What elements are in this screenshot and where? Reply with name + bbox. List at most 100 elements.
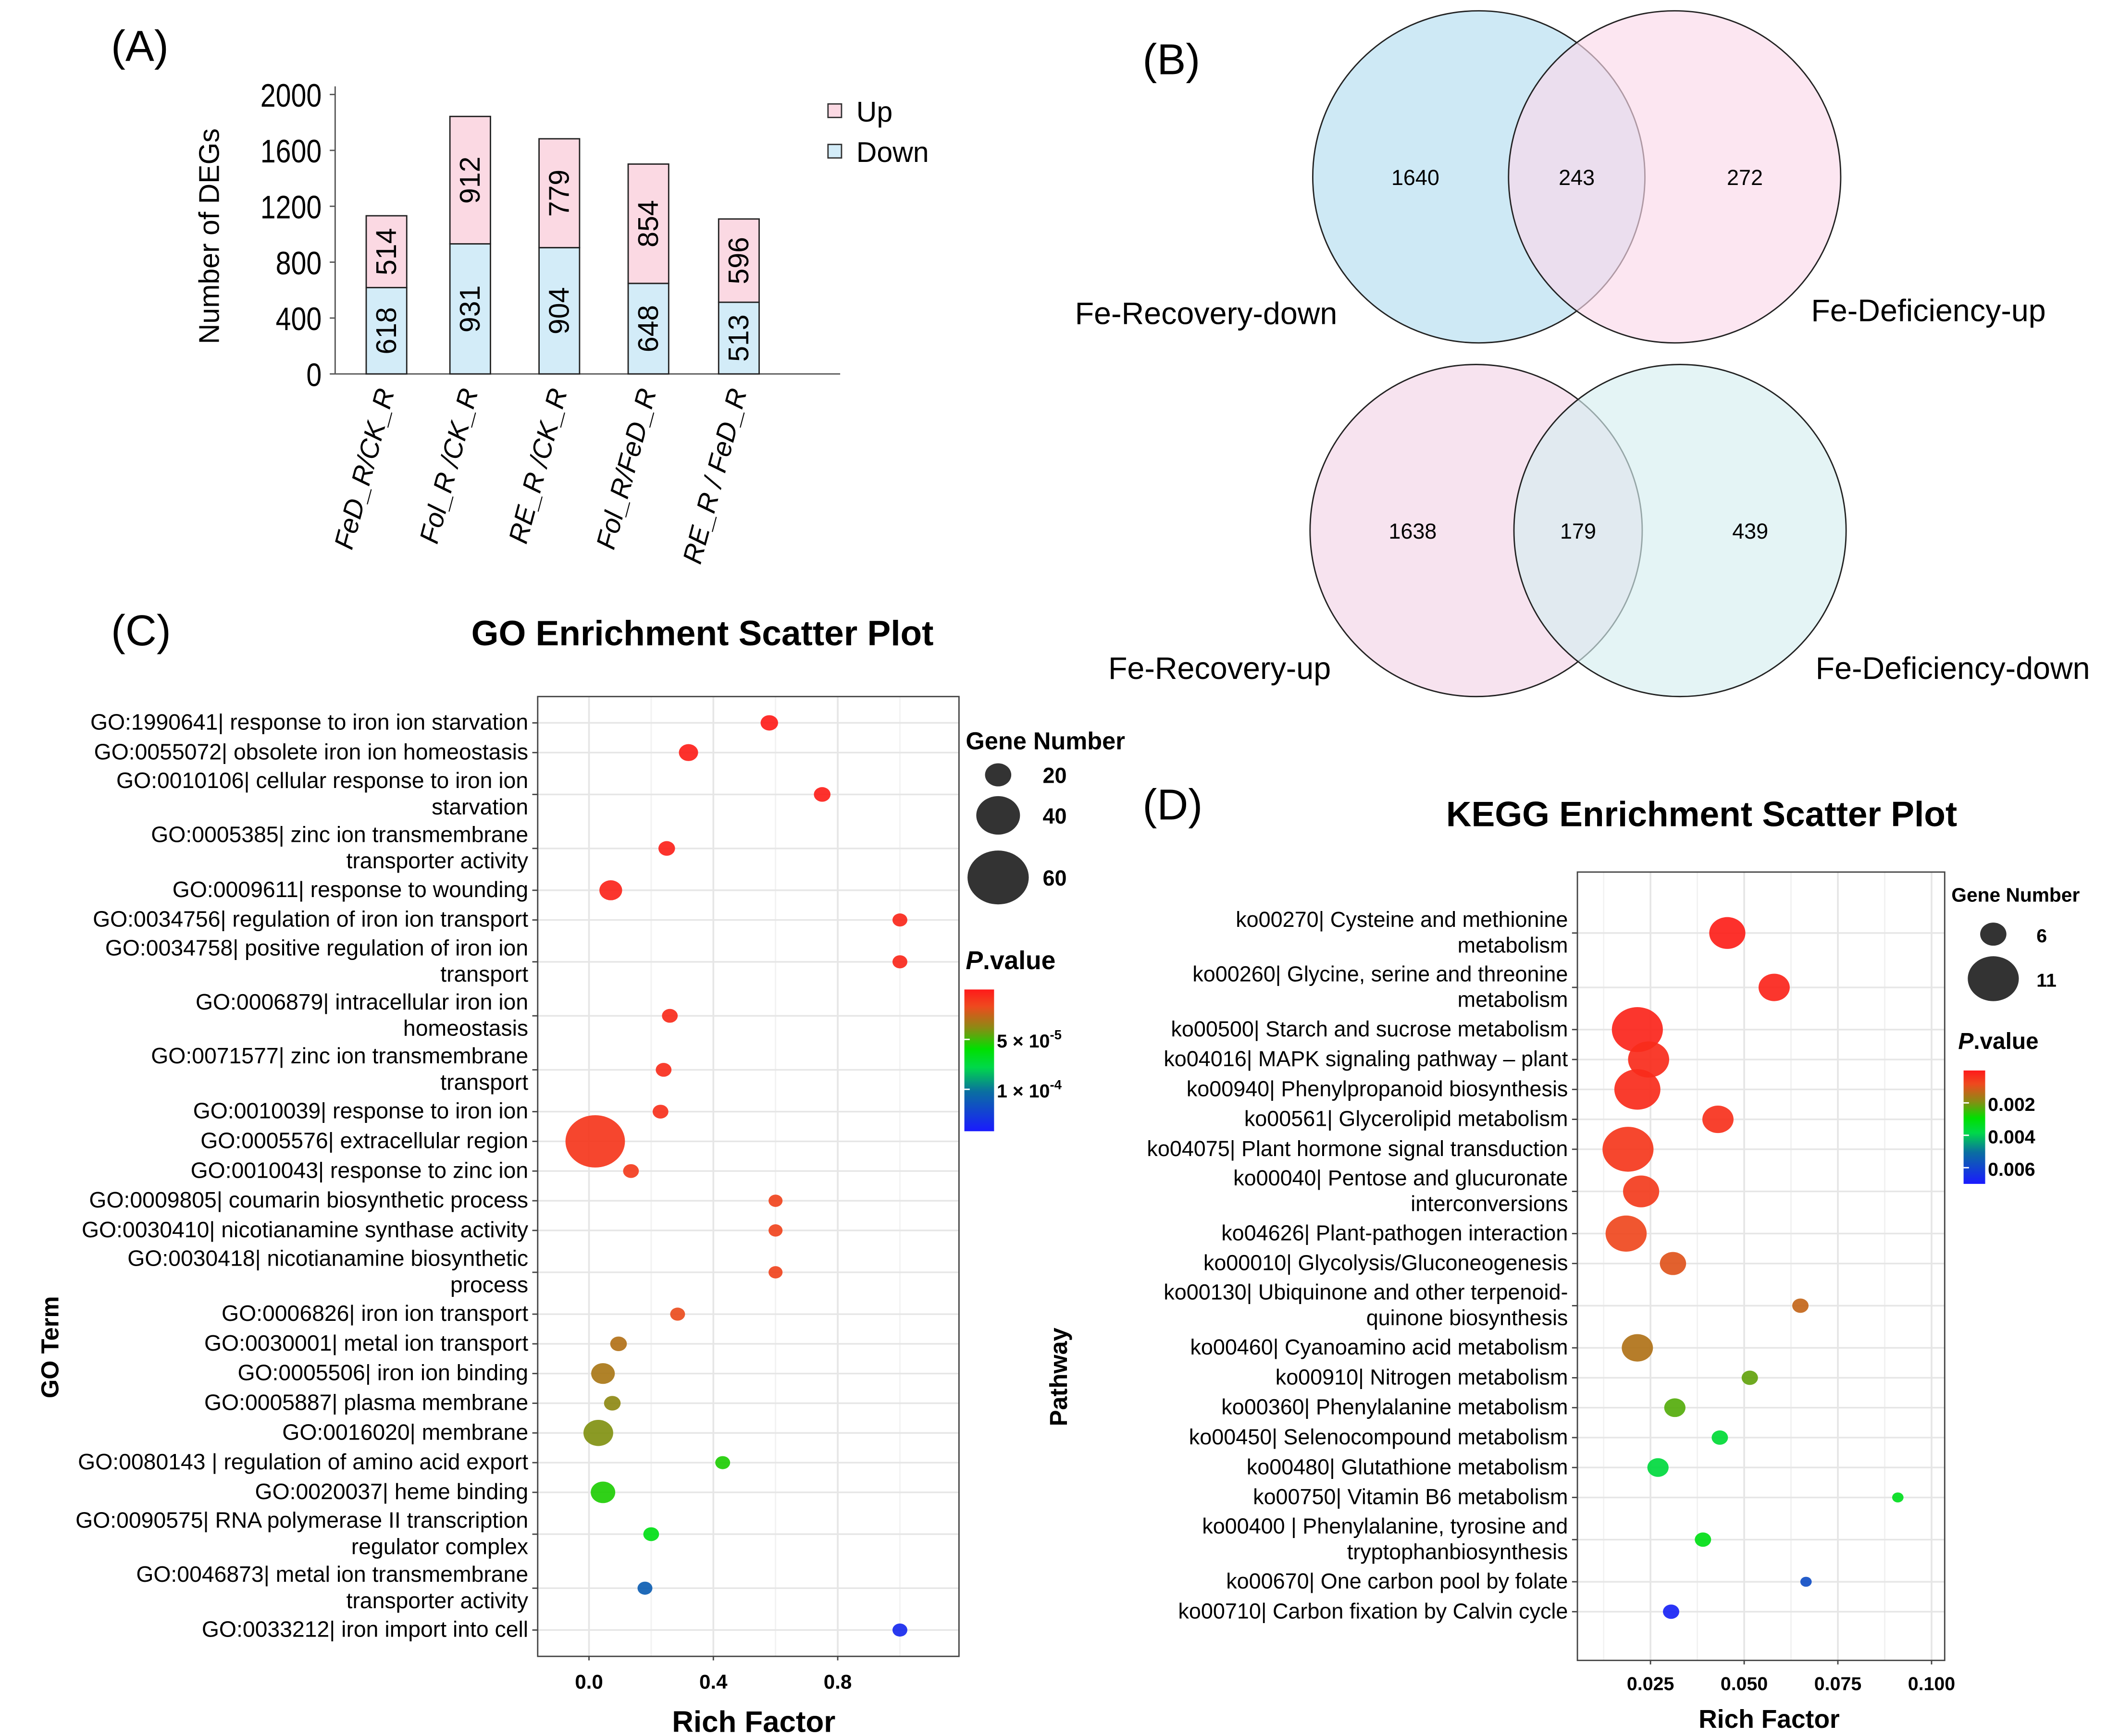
size-legend-key xyxy=(985,763,1012,787)
y-tick-label: ko00500| Starch and sucrose metabolism xyxy=(1171,1017,1568,1041)
venn-circle-right xyxy=(1513,364,1847,698)
y-tick-label: ko00750| Vitamin B6 metabolism xyxy=(1253,1485,1568,1509)
color-legend-title-p: P xyxy=(1958,1029,1973,1054)
data-point xyxy=(1622,1334,1653,1362)
data-point xyxy=(715,1456,731,1469)
venn-count-right-only: 272 xyxy=(1727,165,1763,190)
data-point xyxy=(583,1420,613,1446)
y-tick-label: transporter activity xyxy=(347,1588,529,1613)
y-tick-label: tryptophanbiosynthesis xyxy=(1347,1539,1568,1564)
data-point xyxy=(1614,1069,1661,1110)
color-bar-label: 0.004 xyxy=(1988,1127,2035,1148)
go-scatter-plot: GO Enrichment Scatter Plot 0.0 0.4 0.8 Rich … xyxy=(36,614,1125,1736)
y-tick-label: process xyxy=(450,1272,528,1297)
color-bar-label-exponent: -5 xyxy=(1050,1027,1061,1042)
y-tick-label: GO:0090575| RNA polymerase II transcript… xyxy=(75,1508,528,1533)
bar-down xyxy=(718,301,760,375)
y-tick-label: ko00910| Nitrogen metabolism xyxy=(1276,1365,1568,1389)
data-point xyxy=(768,1224,783,1237)
y-tick-label: ko00040| Pentose and glucuronate xyxy=(1233,1166,1568,1190)
data-label-up: 514 xyxy=(371,228,402,275)
x-tick-label: 0.075 xyxy=(1814,1673,1861,1694)
data-point xyxy=(591,1481,616,1503)
y-tick-label: transport xyxy=(440,1070,528,1095)
data-point xyxy=(1711,1430,1728,1445)
x-tick-label: 0.0 xyxy=(575,1671,603,1693)
venn-diagrams: 1640 243 272 Fe-Recovery-down Fe-Deficiency-… xyxy=(1075,10,2090,698)
y-tick-label: GO:0030418| nicotianamine biosynthetic xyxy=(127,1246,528,1271)
data-point xyxy=(1709,917,1746,949)
y-tick-label: ko00130| Ubiquinone and other terpenoid- xyxy=(1164,1280,1568,1305)
x-tick-label: 0.8 xyxy=(824,1671,852,1693)
data-point xyxy=(599,880,622,900)
x-tick-label: FeD_R/CK_R xyxy=(328,385,400,553)
y-tick-label: GO:0016020| membrane xyxy=(282,1419,528,1444)
data-point xyxy=(565,1115,625,1168)
data-point xyxy=(610,1336,627,1352)
size-legend-label: 20 xyxy=(1043,763,1067,788)
data-point xyxy=(670,1307,685,1321)
y-tick-label: GO:0010039| response to iron ion xyxy=(193,1098,528,1123)
venn-count-intersection: 243 xyxy=(1559,165,1595,190)
y-tick-label: 1600 xyxy=(260,134,322,170)
y-tick-label: GO:0005385| zinc ion transmembrane xyxy=(151,822,528,847)
color-bar xyxy=(1963,1070,1985,1184)
data-point xyxy=(1602,1127,1654,1172)
y-tick-label: metabolism xyxy=(1458,933,1568,958)
legend-swatch-up xyxy=(827,103,843,118)
bar-up xyxy=(627,163,669,284)
color-bar-label-base: 5 × 10 xyxy=(997,1031,1050,1052)
data-label-down: 904 xyxy=(543,287,575,334)
bar-up xyxy=(538,138,581,248)
y-tick-label: ko00400 | Phenylalanine, tyrosine and xyxy=(1202,1514,1568,1539)
color-bar-label: 0.002 xyxy=(1988,1094,2035,1115)
size-legend-label: 6 xyxy=(2036,925,2047,947)
data-point xyxy=(1741,1370,1758,1385)
color-bar xyxy=(964,989,994,1132)
x-axis-title: Rich Factor xyxy=(1698,1705,1840,1734)
y-tick-label: GO:0010043| response to zinc ion xyxy=(191,1157,528,1182)
data-point xyxy=(768,1194,783,1207)
y-tick-label: ko04016| MAPK signaling pathway – plant xyxy=(1164,1047,1568,1071)
data-point xyxy=(658,841,675,856)
data-point xyxy=(1647,1458,1669,1477)
data-point xyxy=(1702,1106,1734,1133)
data-point xyxy=(604,1396,621,1411)
color-bar-label-exponent: -4 xyxy=(1050,1077,1062,1092)
y-tick-label: GO:0005576| extracellular region xyxy=(200,1128,528,1153)
y-tick-label: GO:0030410| nicotianamine synthase activ… xyxy=(82,1217,529,1242)
venn-set-label-right: Fe-Deficiency-down xyxy=(1816,651,2090,686)
y-tick-label: regulator complex xyxy=(351,1534,528,1559)
data-point xyxy=(1800,1576,1812,1587)
bar-up xyxy=(449,115,491,245)
data-label-up: 854 xyxy=(632,200,664,247)
y-tick-label: transporter activity xyxy=(347,848,529,873)
y-tick-label: 2000 xyxy=(260,78,322,114)
panel-label-b: (B) xyxy=(1142,36,1200,84)
y-axis-title: Number of DEGs xyxy=(194,128,225,344)
data-point xyxy=(892,913,907,927)
data-point xyxy=(1792,1298,1809,1313)
y-tick-label: GO:0055072| obsolete iron ion homeostasi… xyxy=(94,739,528,764)
chart-title: GO Enrichment Scatter Plot xyxy=(471,614,934,653)
data-point xyxy=(760,715,778,731)
bar-up xyxy=(718,218,760,303)
data-point xyxy=(643,1527,659,1541)
venn-set-label-left: Fe-Recovery-up xyxy=(1108,651,1331,686)
size-legend-title: Gene Number xyxy=(966,727,1125,754)
y-tick-label: GO:0009611| response to wounding xyxy=(173,877,528,902)
y-tick-label: GO:0080143 | regulation of amino acid ex… xyxy=(78,1449,528,1474)
y-axis-title: Pathway xyxy=(1045,1328,1072,1426)
venn-count-left-only: 1640 xyxy=(1391,165,1439,190)
data-label-down: 513 xyxy=(723,314,755,361)
data-point xyxy=(662,1009,678,1023)
y-tick-label: GO:0030001| metal ion transport xyxy=(204,1330,528,1355)
data-point xyxy=(1611,1007,1663,1052)
data-point xyxy=(1623,1175,1660,1207)
y-tick-label: GO:0009805| coumarin biosynthetic proces… xyxy=(89,1187,528,1212)
data-point xyxy=(652,1105,669,1119)
data-point xyxy=(1628,1041,1670,1078)
size-legend-key xyxy=(967,850,1029,905)
color-bar-label: 5 × 10-5 xyxy=(997,1027,1062,1052)
